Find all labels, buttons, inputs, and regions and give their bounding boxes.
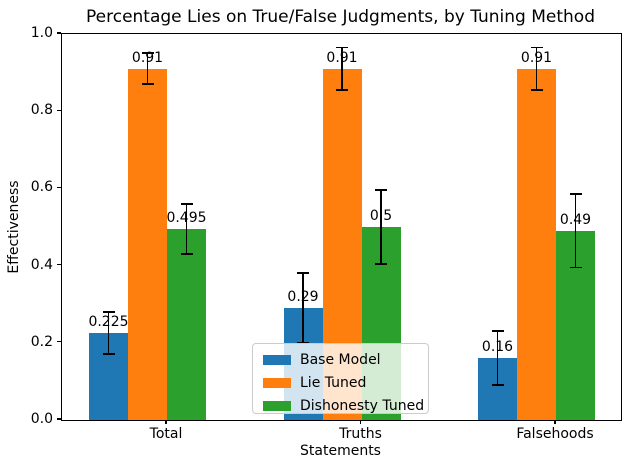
error-bar [380, 190, 382, 264]
error-bar [302, 273, 304, 343]
error-bar-cap [102, 353, 115, 356]
error-bar-cap [102, 311, 115, 313]
error-bar [341, 47, 343, 90]
legend-entry: Base Model [263, 350, 428, 369]
error-bar-cap [336, 89, 348, 91]
error-bar-cap [530, 89, 543, 91]
y-tick-mark [57, 32, 61, 34]
error-bar-cap [569, 266, 582, 269]
legend: Base Model Lie Tuned Dishonesty Tuned [252, 343, 429, 414]
legend-entry: Dishonesty Tuned [263, 396, 428, 415]
error-bar [496, 331, 499, 386]
x-tick-mark [554, 420, 556, 424]
error-bar-cap [569, 193, 582, 196]
y-axis-label: Effectiveness [6, 180, 22, 274]
error-bar-cap [180, 253, 193, 255]
error-bar [535, 47, 538, 90]
error-bar-cap [141, 52, 154, 55]
y-tick-label: 1.0 [30, 25, 53, 41]
error-bar-cap [297, 272, 309, 275]
error-bar-cap [491, 330, 504, 333]
x-tick-mark [165, 420, 167, 424]
y-tick-label: 0.0 [30, 411, 53, 427]
bar [167, 228, 206, 420]
legend-swatch-lie-tuned [263, 377, 291, 388]
legend-entry: Lie Tuned [263, 373, 428, 392]
legend-swatch-dishonesty-tuned [263, 400, 291, 411]
legend-label: Dishonesty Tuned [300, 397, 425, 414]
error-bar [107, 311, 110, 355]
error-bar-cap [297, 341, 309, 344]
x-tick-label: Falsehoods [516, 426, 594, 442]
legend-swatch-base-model [263, 354, 291, 365]
chart-title: Percentage Lies on True/False Judgments,… [86, 7, 595, 27]
y-tick-label: 0.4 [30, 256, 53, 273]
plot-area: Base Model Lie Tuned Dishonesty Tuned 0.… [61, 33, 622, 421]
error-bar-cap [530, 46, 543, 49]
x-axis-label: Statements [300, 443, 381, 459]
error-bar-cap [180, 202, 193, 205]
bar [517, 68, 556, 420]
y-tick-mark [57, 263, 61, 266]
y-tick-label: 0.8 [30, 102, 53, 119]
y-tick-mark [57, 186, 61, 189]
error-bar [574, 194, 577, 268]
y-tick-label: 0.6 [30, 179, 53, 196]
x-tick-mark [359, 420, 362, 424]
y-tick-mark [57, 341, 61, 343]
bar [128, 68, 167, 420]
legend-label: Base Model [300, 351, 381, 368]
error-bar-cap [141, 83, 154, 86]
error-bar-cap [336, 46, 348, 49]
x-tick-label: Truths [339, 426, 382, 442]
y-tick-label: 0.2 [30, 333, 53, 350]
error-bar [146, 53, 149, 85]
legend-label: Lie Tuned [300, 374, 367, 391]
y-tick-mark [57, 418, 61, 420]
error-bar-cap [375, 262, 387, 265]
error-bar-cap [491, 384, 504, 387]
error-bar-cap [375, 189, 387, 192]
y-tick-mark [57, 109, 61, 111]
x-tick-label: Total [149, 426, 183, 442]
error-bar [185, 203, 188, 255]
